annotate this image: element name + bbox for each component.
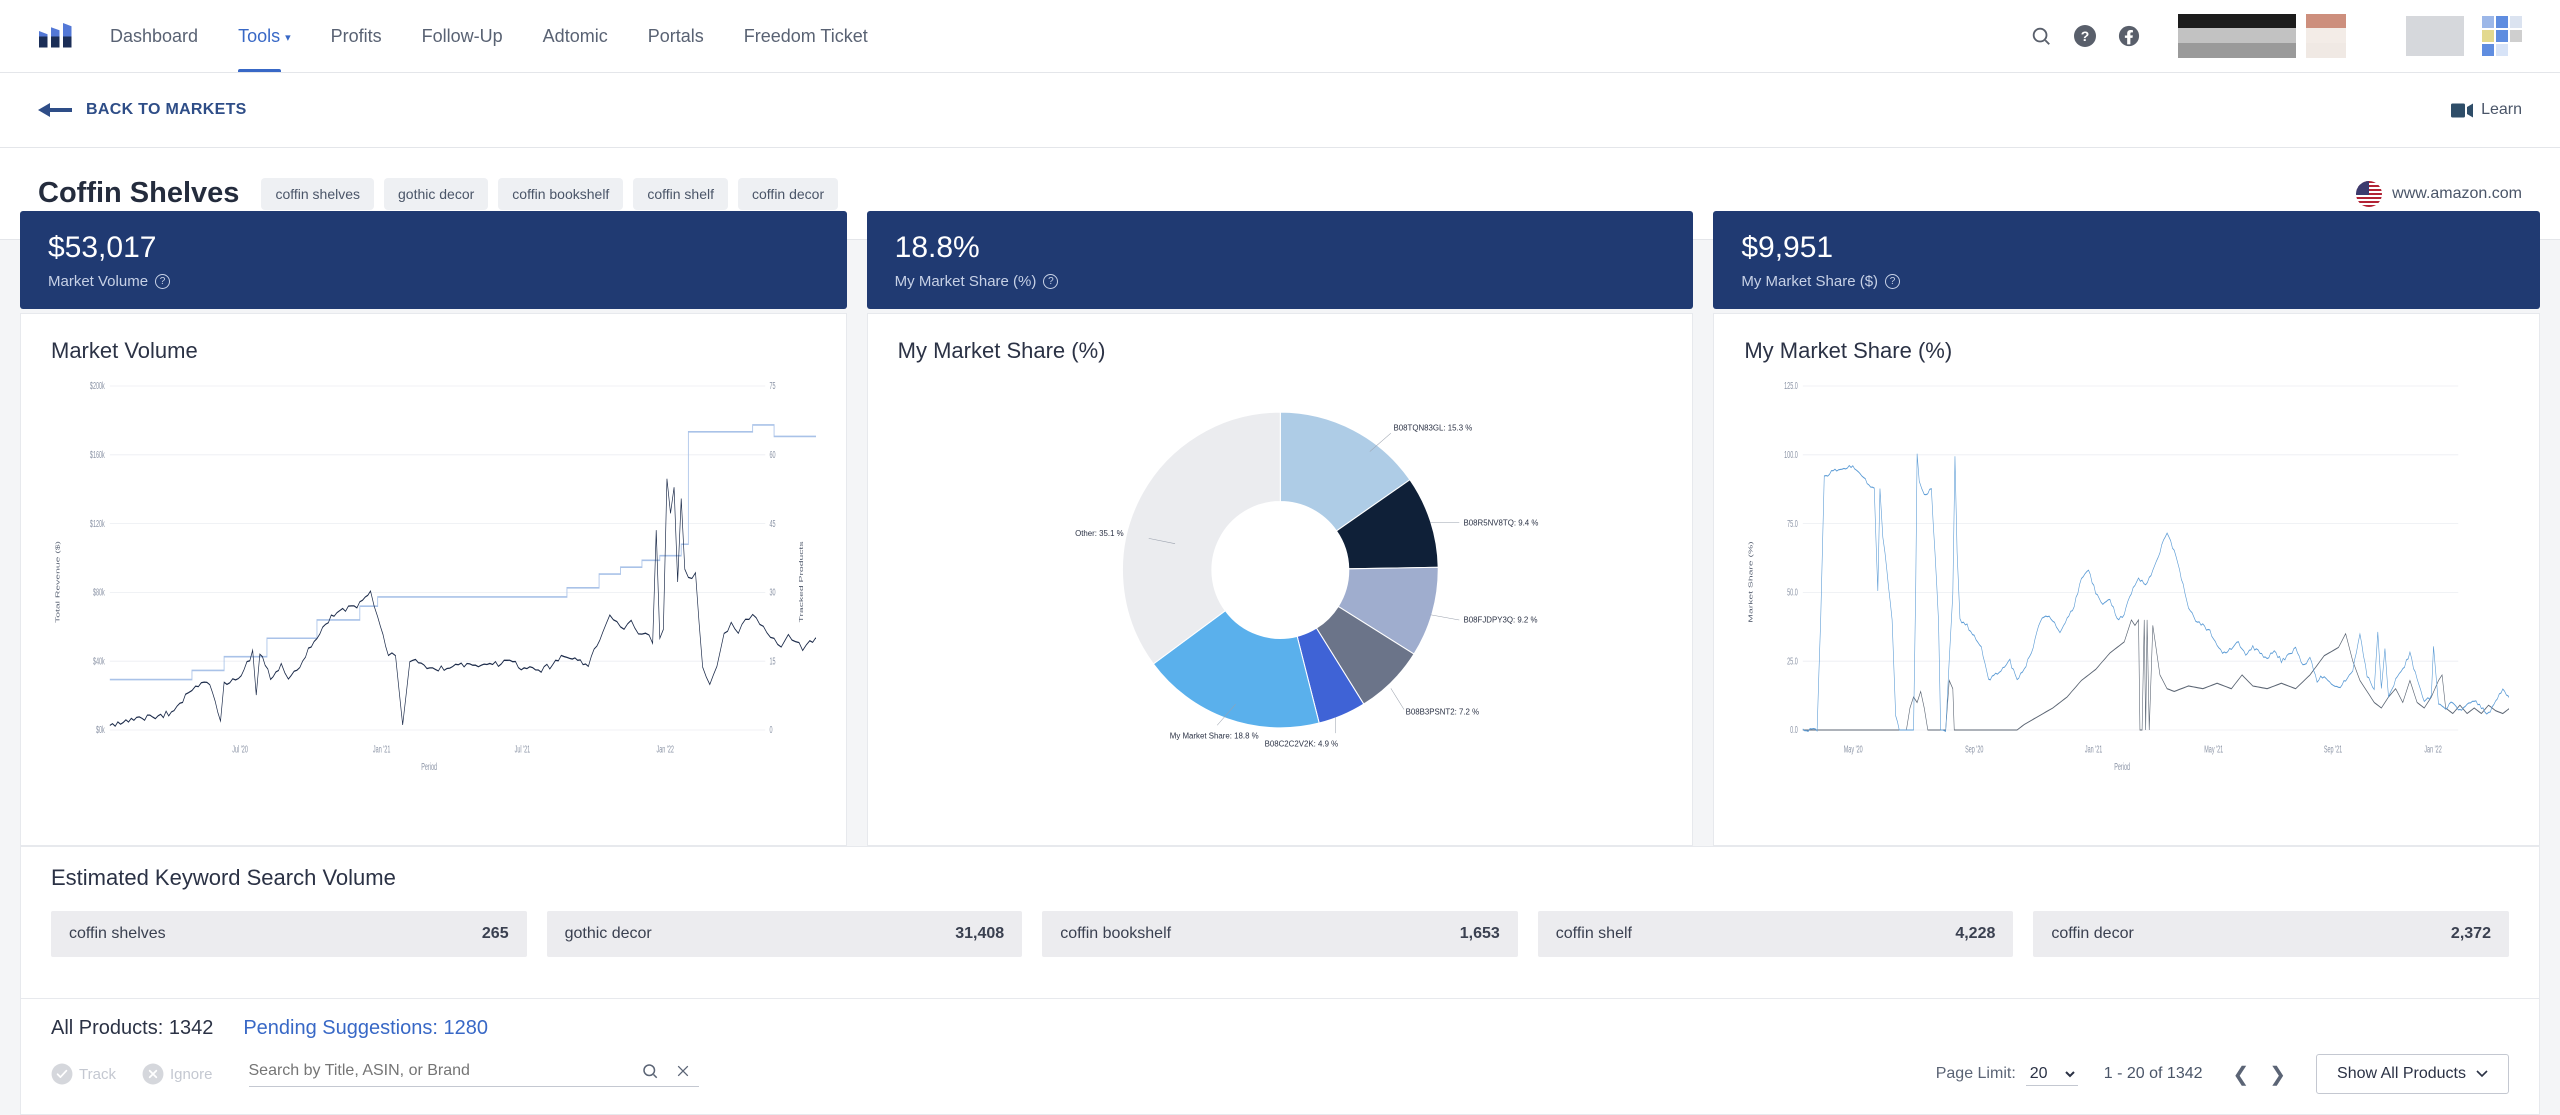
svg-text:25.0: 25.0 <box>1787 654 1798 667</box>
svg-text:May '21: May '21 <box>2205 742 2224 755</box>
svg-text:B08C2C2V2K: 4.9 %: B08C2C2V2K: 4.9 % <box>1264 739 1338 748</box>
svg-text:B08B3PSNT2: 7.2 %: B08B3PSNT2: 7.2 % <box>1405 708 1479 717</box>
svg-text:Jul '20: Jul '20 <box>232 742 248 755</box>
svg-text:?: ? <box>2081 28 2090 44</box>
svg-text:$200k: $200k <box>90 379 105 392</box>
svg-text:75.0: 75.0 <box>1787 517 1798 530</box>
svg-text:B08R5NV8TQ: 9.4 %: B08R5NV8TQ: 9.4 % <box>1463 518 1538 527</box>
svg-text:15: 15 <box>769 654 775 667</box>
svg-text:Sep '20: Sep '20 <box>1965 742 1984 755</box>
svg-text:50.0: 50.0 <box>1787 586 1798 599</box>
svg-text:Tracked Products: Tracked Products <box>798 541 805 622</box>
svg-text:Sep '21: Sep '21 <box>2324 742 2343 755</box>
svg-text:$120k: $120k <box>90 517 105 530</box>
svg-text:May '20: May '20 <box>1844 742 1863 755</box>
svg-text:125.0: 125.0 <box>1784 379 1798 392</box>
svg-text:Jul '21: Jul '21 <box>515 742 531 755</box>
svg-text:75: 75 <box>769 379 775 392</box>
svg-text:0.0: 0.0 <box>1791 723 1799 736</box>
svg-text:Period: Period <box>2115 760 2131 770</box>
svg-text:$80k: $80k <box>93 586 105 599</box>
svg-text:Total Revenue ($): Total Revenue ($) <box>54 541 61 623</box>
svg-text:30: 30 <box>769 586 775 599</box>
svg-text:Other: 35.1 %: Other: 35.1 % <box>1075 529 1124 538</box>
svg-text:B08FJDPY3Q: 9.2 %: B08FJDPY3Q: 9.2 % <box>1463 616 1537 625</box>
svg-text:60: 60 <box>769 448 775 461</box>
svg-text:100.0: 100.0 <box>1784 448 1798 461</box>
svg-text:B08TQN83GL: 15.3 %: B08TQN83GL: 15.3 % <box>1393 424 1472 433</box>
svg-text:Jan '21: Jan '21 <box>373 742 391 755</box>
svg-text:45: 45 <box>769 517 775 530</box>
svg-text:Period: Period <box>421 760 437 770</box>
svg-text:Market Share (%): Market Share (%) <box>1747 541 1754 623</box>
svg-text:Jan '22: Jan '22 <box>657 742 675 755</box>
svg-text:Jan '21: Jan '21 <box>2085 742 2103 755</box>
svg-text:Jan '22: Jan '22 <box>2425 742 2443 755</box>
svg-text:My Market Share: 18.8 %: My Market Share: 18.8 % <box>1169 731 1258 740</box>
svg-text:$40k: $40k <box>93 654 105 667</box>
svg-text:$160k: $160k <box>90 448 105 461</box>
svg-text:0: 0 <box>769 723 772 736</box>
svg-text:$0k: $0k <box>96 723 105 736</box>
